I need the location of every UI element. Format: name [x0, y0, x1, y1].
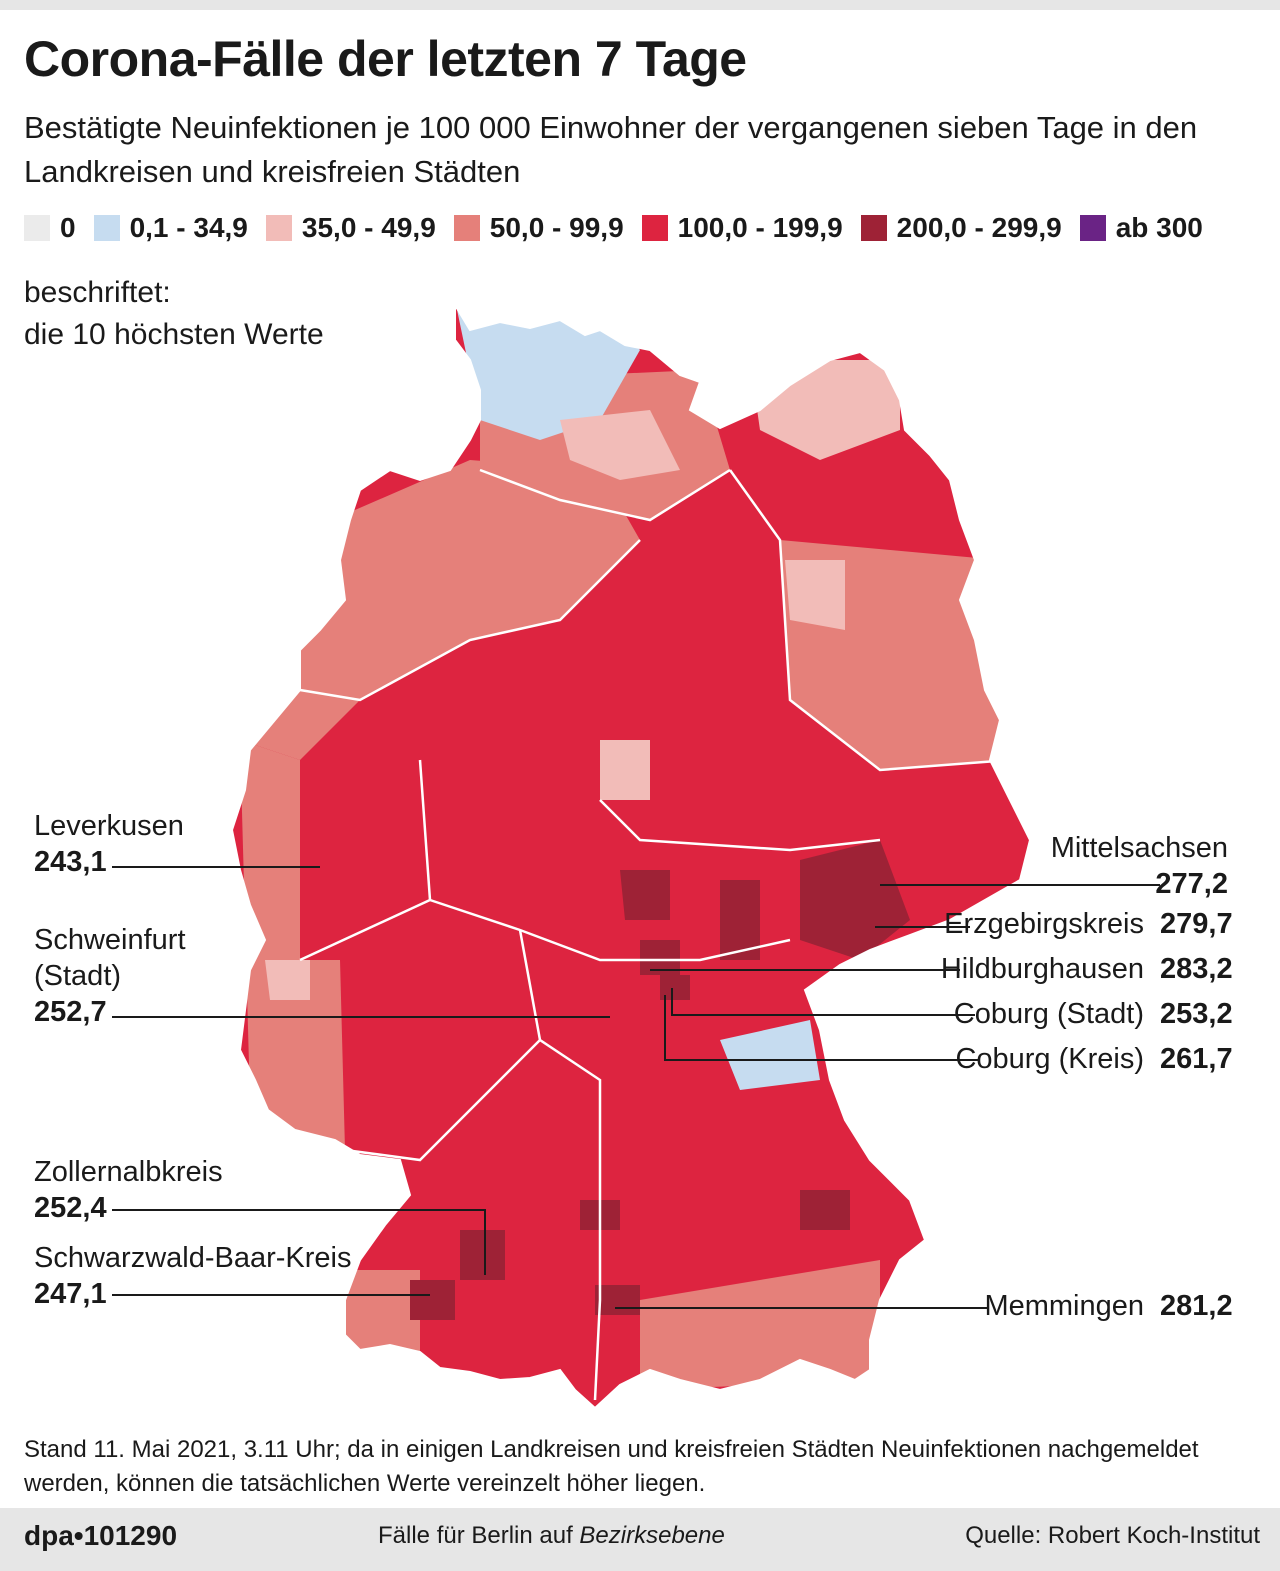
- legend-label: ab 300: [1115, 212, 1203, 243]
- legend-swatch: [93, 215, 120, 241]
- label-note-line2: die 10 höchsten Werte: [24, 318, 324, 351]
- label-value: 247,1: [34, 1278, 107, 1310]
- region-mittelsachsen-erzgebirge: [800, 840, 910, 960]
- label-leverkusen: Leverkusen 243,1: [34, 808, 184, 880]
- label-name-line2: (Stadt): [34, 960, 122, 992]
- label-schweinfurt: Schweinfurt (Stadt) 252,7: [34, 922, 186, 1030]
- germany-outline: [230, 301, 1032, 1410]
- footnote: Stand 11. Mai 2021, 3.11 Uhr; da in eini…: [24, 1436, 1199, 1497]
- region-potsdam: [785, 560, 845, 630]
- berlin-note-prefix: Fälle für Berlin auf: [378, 1522, 580, 1549]
- label-name: Schwarzwald-Baar-Kreis: [34, 1242, 352, 1274]
- label-note: beschriftet: die 10 höchsten Werte: [24, 272, 324, 356]
- legend: 0 0,1 - 34,9 35,0 - 49,9 50,0 - 99,9 100…: [24, 208, 1203, 248]
- chart-title: Corona-Fälle der letzten 7 Tage: [24, 31, 747, 87]
- label-name: Leverkusen: [34, 810, 184, 842]
- region-hof-area: [720, 1020, 820, 1090]
- legend-item-3: 50,0 - 99,9: [453, 212, 624, 244]
- legend-label: 50,0 - 99,9: [489, 212, 624, 243]
- legend-label: 35,0 - 49,9: [301, 212, 436, 243]
- label-name: Memmingen: [984, 1290, 1144, 1322]
- legend-item-2: 35,0 - 49,9: [265, 212, 436, 244]
- legend-label: 100,0 - 199,9: [677, 212, 843, 243]
- label-schwarzwald-baar: Schwarzwald-Baar-Kreis 247,1: [34, 1240, 352, 1312]
- label-value: 252,4: [34, 1192, 107, 1224]
- legend-swatch: [453, 215, 480, 241]
- label-value: 253,2: [1160, 998, 1233, 1030]
- region-coburg: [660, 975, 690, 1000]
- legend-item-4: 100,0 - 199,9: [641, 212, 843, 244]
- label-value: 281,2: [1160, 1290, 1233, 1322]
- border-bb-st: [728, 469, 1011, 772]
- region-lower-bavaria-high: [800, 1190, 850, 1230]
- region-hamburg-area: [560, 410, 680, 480]
- region-breisgau: [345, 1270, 420, 1360]
- legend-item-1: 0,1 - 34,9: [93, 212, 248, 244]
- legend-item-6: ab 300: [1079, 212, 1203, 244]
- label-value: 283,2: [1160, 953, 1233, 985]
- border-ni-sh: [479, 468, 731, 522]
- berlin-note: Fälle für Berlin auf Bezirksebene: [378, 1522, 725, 1550]
- legend-label: 0: [60, 212, 76, 243]
- label-memmingen: Memmingen 281,2: [984, 1290, 1232, 1323]
- chart-subtitle: Bestätigte Neuinfektionen je 100 000 Ein…: [24, 110, 1198, 189]
- state-borders: [299, 468, 1011, 1401]
- legend-label: 0,1 - 34,9: [129, 212, 248, 243]
- legend-item-5: 200,0 - 299,9: [860, 212, 1062, 244]
- source-credit: Quelle: Robert Koch-Institut: [965, 1522, 1260, 1549]
- region-hildburghausen: [640, 940, 680, 975]
- label-name: Hildburghausen: [940, 953, 1144, 985]
- legend-swatch: [265, 215, 292, 241]
- label-coburg-kreis: Coburg (Kreis) 261,7: [955, 1043, 1232, 1076]
- label-value: 279,7: [1160, 908, 1233, 940]
- label-mittelsachsen: Mittelsachsen 277,2: [1051, 830, 1228, 902]
- berlin-note-emph: Bezirksebene: [579, 1522, 725, 1549]
- legend-label: 200,0 - 299,9: [896, 212, 1062, 243]
- leader-zollernalb: [112, 1209, 486, 1275]
- label-value: 261,7: [1160, 1043, 1233, 1075]
- region-schleswig-holstein: [455, 305, 640, 440]
- label-hildburghausen: Hildburghausen 283,2: [940, 953, 1233, 986]
- border-bw-by: [518, 929, 602, 1401]
- dpa-brand: dpa•101290: [24, 1520, 178, 1551]
- leader-coburg-kreis: [664, 995, 980, 1061]
- region-thuringia-high: [620, 870, 670, 920]
- label-erzgebirgskreis: Erzgebirgskreis 279,7: [944, 908, 1232, 941]
- border-he-by: [429, 898, 791, 962]
- region-schwarzwald-baar: [410, 1280, 455, 1320]
- leader-lines: [112, 866, 1160, 1309]
- region-saale-orla: [720, 880, 760, 960]
- legend-swatch: [641, 215, 668, 241]
- legend-swatch: [1079, 215, 1106, 241]
- label-name: Erzgebirgskreis: [944, 908, 1144, 940]
- top-rule: [0, 0, 1280, 10]
- label-name: Zollernalbkreis: [34, 1156, 223, 1188]
- leader-coburg-stadt: [671, 988, 975, 1016]
- legend-swatch: [860, 215, 887, 241]
- region-goettingen: [600, 740, 650, 800]
- label-value: 277,2: [1155, 868, 1228, 900]
- label-value: 252,7: [34, 996, 107, 1028]
- label-name: Coburg (Stadt): [953, 998, 1144, 1030]
- border-nrw-ni: [299, 539, 641, 702]
- region-saar-pfalz: [240, 960, 345, 1150]
- label-name: Coburg (Kreis): [955, 1043, 1144, 1075]
- footer-bar: [0, 1508, 1280, 1571]
- region-zollernalbkreis: [460, 1230, 505, 1280]
- label-name: Schweinfurt: [34, 924, 186, 956]
- legend-swatch: [24, 215, 50, 241]
- label-zollernalbkreis: Zollernalbkreis 252,4: [34, 1154, 223, 1226]
- border-rp-bw: [344, 1039, 541, 1162]
- label-name: Mittelsachsen: [1050, 832, 1228, 864]
- region-memmingen: [595, 1285, 640, 1315]
- label-value: 243,1: [34, 846, 107, 878]
- border-th-sn: [599, 799, 881, 852]
- region-trier: [265, 960, 310, 1000]
- label-note-line1: beschriftet:: [24, 276, 171, 309]
- legend-item-0: 0: [24, 212, 76, 244]
- region-upper-bavaria-south: [640, 1260, 880, 1390]
- label-coburg-stadt: Coburg (Stadt) 253,2: [953, 998, 1233, 1031]
- germany-map: [112, 301, 1160, 1410]
